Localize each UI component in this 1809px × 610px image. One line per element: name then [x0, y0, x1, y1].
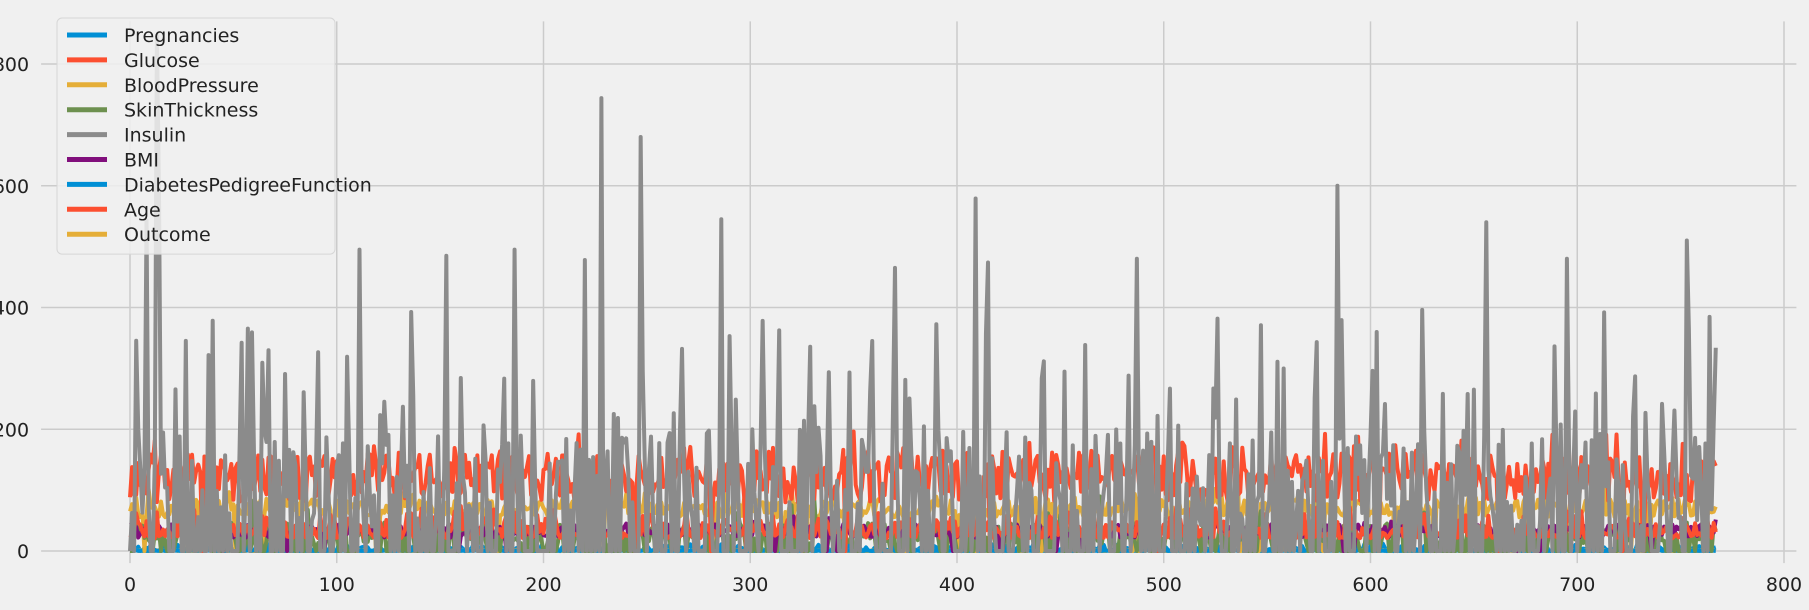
legend-label: Glucose: [124, 50, 200, 72]
legend-label: Age: [124, 199, 161, 221]
legend-label: Pregnancies: [124, 25, 239, 47]
x-axis-ticks: 0 100 200 300 400 500 600 700 800: [124, 574, 1802, 596]
x-tick-label: 200: [525, 574, 561, 596]
x-tick-label: 300: [732, 574, 768, 596]
series-line-insulin: [128, 34, 1718, 553]
x-tick-label: 800: [1766, 574, 1802, 596]
x-tick-label: 700: [1559, 574, 1595, 596]
x-tick-label: 400: [939, 574, 975, 596]
y-tick-label: 400: [0, 298, 29, 320]
y-tick-label: 200: [0, 419, 29, 441]
x-tick-label: 600: [1352, 574, 1388, 596]
y-tick-label: 0: [17, 541, 29, 563]
plot-area: [128, 34, 1718, 553]
y-axis-ticks: 0 200 400 600 800: [0, 54, 29, 563]
legend-label: DiabetesPedigreeFunction: [124, 174, 372, 196]
x-tick-label: 0: [124, 574, 136, 596]
legend-label: BloodPressure: [124, 75, 259, 97]
x-tick-label: 500: [1146, 574, 1182, 596]
x-tick-label: 100: [319, 574, 355, 596]
y-tick-label: 600: [0, 176, 29, 198]
legend-label: SkinThickness: [124, 100, 258, 122]
legend-label: Insulin: [124, 125, 186, 147]
y-tick-label: 800: [0, 54, 29, 76]
legend-box: [56, 17, 336, 255]
legend-label: Outcome: [124, 224, 211, 246]
legend-label: BMI: [124, 150, 159, 172]
legend: Pregnancies Glucose BloodPressure SkinThick…: [56, 17, 372, 255]
